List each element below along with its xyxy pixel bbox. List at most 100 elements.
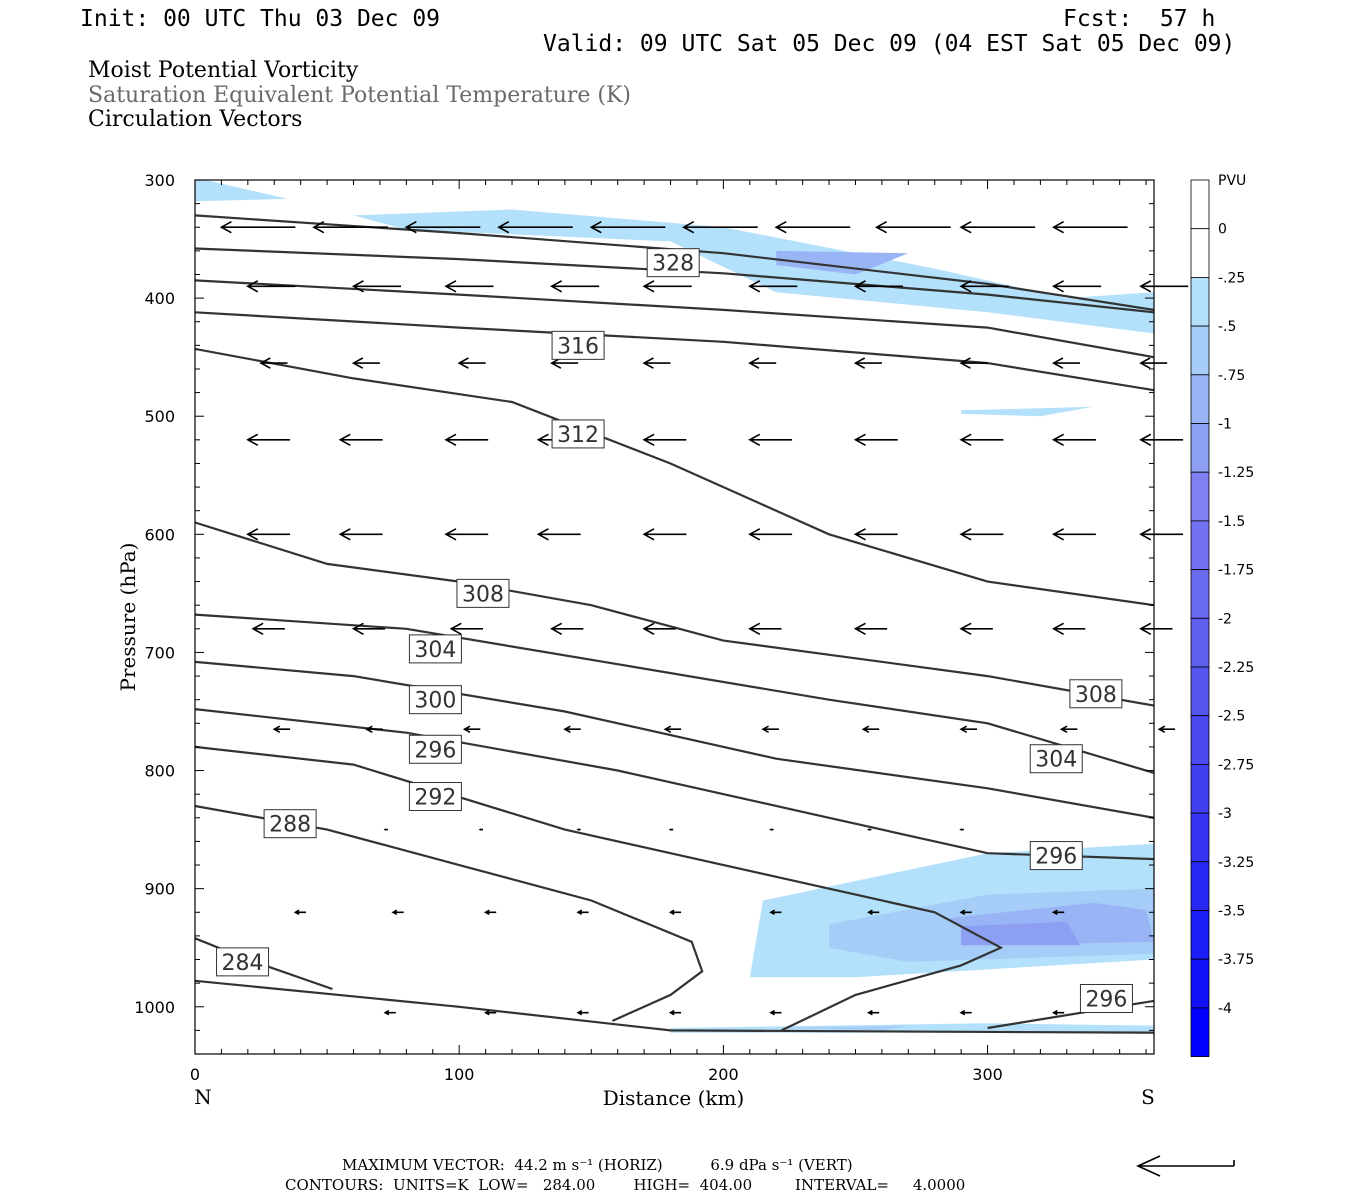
circulation-vector <box>483 909 497 916</box>
circulation-vector <box>536 528 581 541</box>
colorbar-swatch <box>1190 520 1210 571</box>
colorbar-swatch <box>1190 666 1210 717</box>
contour-label-box <box>216 947 270 977</box>
contour-label: 300 <box>408 685 462 715</box>
circulation-vector <box>444 280 494 293</box>
contour-label-text: 296 <box>1035 845 1077 870</box>
contour-label-box <box>408 634 462 664</box>
x-end-label-north: N <box>194 1085 212 1109</box>
reference-vector-arrow <box>1136 1155 1235 1177</box>
circulation-vector <box>444 433 489 447</box>
circulation-vector <box>853 357 882 369</box>
colorbar-swatch <box>1190 569 1210 619</box>
contour-info-note: CONTOURS: UNITS=K LOW= 284.00 HIGH= 404.… <box>285 1176 966 1194</box>
circulation-vector <box>383 828 388 831</box>
circulation-vector-layer <box>219 220 1189 1016</box>
colorbar-tick-label: -2.25 <box>1218 660 1254 676</box>
circulation-vector <box>682 220 758 234</box>
contour-label-box <box>1029 744 1083 774</box>
colorbar-swatch <box>1190 276 1210 327</box>
circulation-vector <box>874 220 951 234</box>
colorbar-swatch <box>1190 1007 1210 1058</box>
x-tick-label: 0 <box>190 1065 200 1084</box>
forecast-hour: Fcst: 57 h <box>1063 6 1216 32</box>
colorbar-swatch <box>1190 764 1210 814</box>
circulation-vector <box>642 280 692 293</box>
circulation-vector <box>1059 725 1078 733</box>
colorbar-tick-label: -1 <box>1218 417 1232 433</box>
colorbar-tick-label: -.5 <box>1218 319 1236 335</box>
mpv-shade-region <box>776 250 909 275</box>
contour-label-text: 300 <box>414 689 456 714</box>
contour-label-text: 296 <box>414 738 456 763</box>
circulation-vector <box>497 220 573 234</box>
mpv-shade-region <box>961 406 1094 417</box>
contour-label-box <box>456 578 510 608</box>
x-end-label-south: S <box>1141 1085 1155 1109</box>
circulation-vector <box>668 1009 682 1016</box>
valid-time: Valid: 09 UTC Sat 05 Dec 09 (04 EST Sat … <box>543 31 1236 57</box>
mpv-shade-region <box>961 921 1080 946</box>
theta-es-contour <box>195 347 1154 607</box>
contour-label-box <box>646 248 700 278</box>
theta-es-contour <box>195 660 1154 819</box>
circulation-vector <box>769 828 774 831</box>
colorbar-swatch <box>1190 471 1210 522</box>
y-tick-label: 400 <box>144 289 175 308</box>
y-tick-label: 900 <box>144 880 175 899</box>
y-tick-label: 1000 <box>134 998 175 1017</box>
colorbar-swatch <box>1190 423 1210 473</box>
y-axis-title: Pressure (hPa) <box>116 543 140 692</box>
circulation-vector <box>774 220 851 234</box>
circulation-vector <box>1139 433 1184 447</box>
x-tick-label: 100 <box>444 1065 475 1084</box>
circulation-vector <box>959 528 1004 541</box>
circulation-vector <box>457 357 486 369</box>
circulation-vector <box>959 622 993 636</box>
mpv-shade-region <box>353 209 1154 334</box>
circulation-vector <box>959 1009 972 1016</box>
colorbar-swatch <box>1190 715 1210 765</box>
circulation-vector <box>642 622 676 636</box>
contour-label: 304 <box>1029 744 1083 774</box>
colorbar-tick-label: -.75 <box>1218 368 1245 384</box>
circulation-vector <box>769 1009 782 1016</box>
contour-label-box <box>408 734 462 764</box>
circulation-vector <box>483 1009 497 1016</box>
circulation-vector <box>959 280 1009 293</box>
contour-label-box <box>1079 983 1133 1013</box>
circulation-vector <box>351 622 386 636</box>
contour-label: 296 <box>408 734 462 764</box>
circulation-vector <box>576 828 581 831</box>
circulation-vector <box>959 725 977 733</box>
contour-label: 288 <box>263 809 317 839</box>
circulation-vector <box>272 725 291 733</box>
circulation-vector <box>444 528 489 541</box>
circulation-vector <box>642 357 671 369</box>
contour-label: 328 <box>646 248 700 278</box>
circulation-vector <box>668 909 682 916</box>
circulation-vector <box>853 622 888 636</box>
colorbar-tick-label: -.25 <box>1218 270 1245 286</box>
x-axis-title: Distance (km) <box>603 1086 745 1110</box>
colorbar-tick-label: -3.5 <box>1218 904 1245 920</box>
circulation-vector <box>351 280 402 293</box>
colorbar-tick-label: -2.75 <box>1218 757 1254 773</box>
contour-label-box <box>1029 841 1083 871</box>
theta-es-contour <box>195 613 1154 774</box>
circulation-vector <box>861 725 880 733</box>
contour-label-text: 308 <box>462 582 504 607</box>
circulation-vector <box>462 725 481 733</box>
contour-label-text: 308 <box>1075 683 1117 708</box>
circulation-vector <box>259 357 288 369</box>
circulation-vector <box>642 528 687 541</box>
y-tick-label: 600 <box>144 525 175 544</box>
contour-label-layer: 328 316 312 308 304 300 296 292 288 284 308 304 296 2… <box>216 248 1133 1013</box>
plot-frame <box>194 179 1155 1055</box>
circulation-vector <box>246 433 291 447</box>
circulation-vector <box>853 280 903 293</box>
circulation-vector <box>338 528 383 541</box>
colorbar-tick-label: -3.25 <box>1218 855 1254 871</box>
circulation-vector <box>1051 220 1128 234</box>
circulation-vector <box>550 622 584 636</box>
